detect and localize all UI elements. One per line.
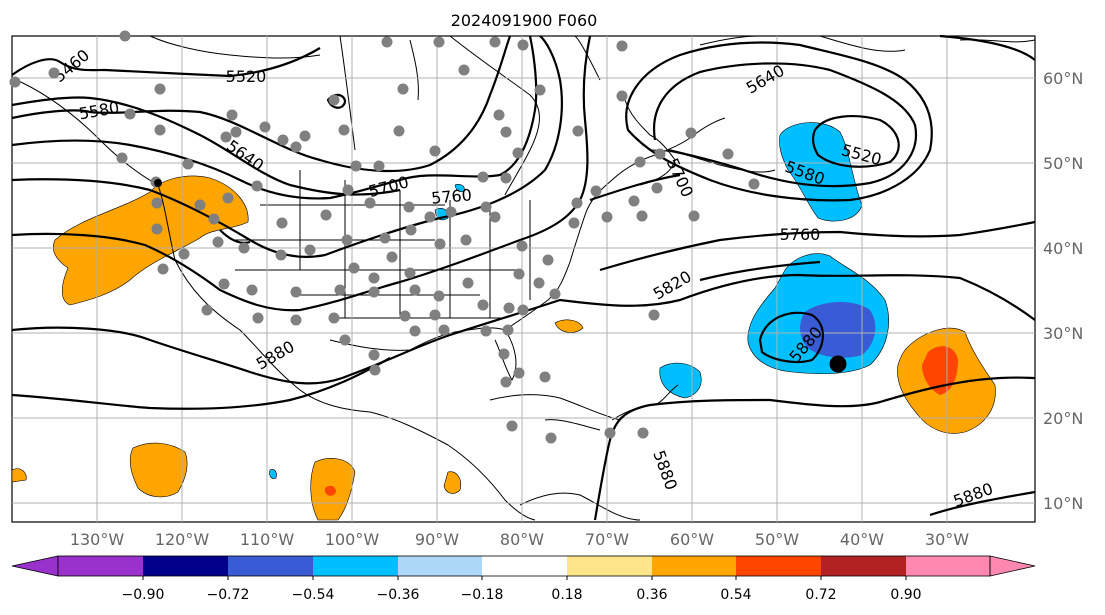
- contour-label: 5760: [780, 225, 821, 244]
- longitude-labels: 130°W 120°W 110°W 100°W 90°W 80°W 70°W 6…: [70, 530, 969, 549]
- contour-label: 5760: [430, 185, 472, 207]
- colorbar-tick-label: −0.18: [461, 587, 504, 603]
- colorbar-segment: [58, 556, 143, 576]
- colorbar-tick-label: −0.72: [207, 587, 250, 603]
- colorbar-tick-label: −0.36: [377, 587, 420, 603]
- lat-label: 10°N: [1043, 494, 1083, 513]
- location-marker: [154, 179, 162, 187]
- storm-position-marker: [829, 355, 847, 373]
- colorbar-segment: [228, 556, 313, 576]
- colorbar-min-extend: [11, 555, 59, 577]
- latitude-labels: 60°N 50°N 40°N 30°N 20°N 10°N: [1043, 69, 1083, 513]
- lon-label: 60°W: [670, 530, 714, 549]
- lon-label: 110°W: [240, 530, 295, 549]
- colorbar-tick-label: −0.90: [122, 587, 165, 603]
- colorbar-segment: [143, 556, 228, 576]
- height-contours: [11, 34, 1036, 521]
- station-dots: [9, 30, 760, 444]
- negative-anomaly-shading: [269, 122, 889, 479]
- colorbar-segment: [821, 556, 906, 576]
- colorbar: −0.90 −0.72 −0.54 −0.36 −0.18 0.18 0.36 …: [11, 555, 1036, 603]
- lon-label: 120°W: [155, 530, 210, 549]
- colorbar-segment: [906, 556, 990, 576]
- colorbar-segment: [398, 556, 482, 576]
- contour-label: 5520: [226, 67, 267, 86]
- lat-label: 20°N: [1043, 409, 1083, 428]
- colorbar-tick-label: −0.54: [292, 587, 335, 603]
- graticule: [12, 36, 1035, 522]
- lat-label: 40°N: [1043, 239, 1083, 258]
- map-title: 2024091900 F060: [451, 11, 598, 30]
- lat-label: 30°N: [1043, 324, 1083, 343]
- lon-label: 30°W: [925, 530, 969, 549]
- colorbar-segment: [313, 556, 398, 576]
- colorbar-segment: [482, 556, 567, 576]
- map-panel: 5460 5580 5520 5640 5700 5760 5640 5520 …: [9, 30, 1036, 523]
- colorbar-tick-label: 0.54: [720, 587, 751, 603]
- lon-label: 130°W: [70, 530, 125, 549]
- lon-label: 40°W: [840, 530, 884, 549]
- colorbar-tick-label: 0.72: [805, 587, 836, 603]
- colorbar-max-extend: [989, 555, 1036, 577]
- lon-label: 100°W: [325, 530, 380, 549]
- colorbar-segment: [652, 556, 736, 576]
- colorbar-segment: [567, 556, 652, 576]
- colorbar-segment: [736, 556, 821, 576]
- colorbar-tick-label: 0.36: [636, 587, 667, 603]
- lon-label: 70°W: [585, 530, 629, 549]
- lon-label: 90°W: [415, 530, 459, 549]
- colorbar-tick-label: 0.90: [890, 587, 921, 603]
- lat-label: 50°N: [1043, 154, 1083, 173]
- lon-label: 50°W: [755, 530, 799, 549]
- lon-label: 80°W: [500, 530, 544, 549]
- colorbar-tick-label: 0.18: [551, 587, 582, 603]
- lat-label: 60°N: [1043, 69, 1083, 88]
